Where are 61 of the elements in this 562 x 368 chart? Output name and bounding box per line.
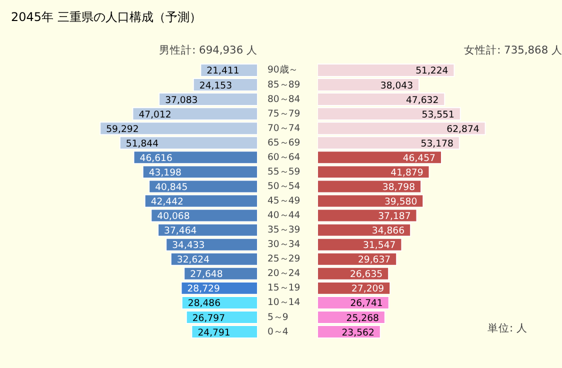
- y-tick-label: 90歳～: [268, 64, 298, 76]
- y-tick-label: 0～4: [268, 326, 288, 338]
- data-label: 43,198: [148, 167, 182, 178]
- data-label: 24,791: [198, 327, 230, 338]
- y-tick-label: 40～44: [268, 210, 300, 222]
- data-label: 29,637: [358, 254, 391, 266]
- data-label: 24,153: [199, 80, 232, 92]
- y-tick-label: 75～79: [268, 108, 300, 120]
- y-tick-label: 20～24: [268, 268, 300, 280]
- y-tick-label: 60～64: [268, 152, 300, 163]
- data-label: 37,464: [164, 226, 197, 237]
- data-label: 38,043: [380, 80, 414, 92]
- y-tick-label: 45～49: [268, 196, 300, 206]
- data-label: 53,551: [422, 109, 454, 120]
- data-label: 28,729: [187, 284, 220, 295]
- data-label: 41,879: [390, 167, 424, 178]
- data-label: 47,632: [406, 94, 439, 106]
- y-tick-label: 65～69: [268, 137, 300, 148]
- data-label: 40,068: [157, 211, 190, 222]
- data-label: 26,797: [192, 312, 226, 324]
- data-label: 42,442: [150, 196, 184, 208]
- text: 単位: 人: [488, 322, 528, 334]
- data-label: 40,845: [155, 182, 188, 193]
- data-label: 26,635: [350, 269, 383, 280]
- data-label: 53,178: [420, 138, 454, 150]
- data-label: 46,457: [402, 152, 436, 164]
- y-tick-label: 15～19: [268, 282, 300, 294]
- chart-title: 2045年 三重県の人口構成（予測）: [11, 9, 202, 26]
- y-tick-label: 50～54: [268, 180, 300, 192]
- data-label: 21,411: [206, 66, 240, 77]
- y-tick-label: 85～89: [268, 79, 300, 90]
- data-label: 38,798: [382, 182, 416, 193]
- y-tick-label: 25～29: [268, 254, 300, 265]
- data-label: 34,866: [372, 226, 405, 237]
- y-tick-label: 5～9: [268, 312, 288, 323]
- data-label: 62,874: [446, 124, 480, 135]
- data-label: 32,624: [176, 254, 210, 266]
- y-tick-label: 10～14: [268, 297, 300, 308]
- text: 女性計: 735,868 人: [464, 44, 562, 56]
- data-label: 23,562: [342, 327, 374, 338]
- data-label: 39,580: [384, 196, 418, 208]
- data-label: 59,292: [106, 124, 139, 135]
- data-label: 25,268: [346, 312, 380, 324]
- y-tick-label: 80～84: [268, 94, 300, 105]
- y-tick-label: 70～74: [268, 122, 300, 134]
- data-label: 34,433: [172, 240, 205, 252]
- data-label: 27,648: [190, 269, 223, 280]
- y-tick-label: 35～39: [268, 224, 300, 236]
- data-label: 31,547: [363, 240, 396, 252]
- data-label: 27,209: [351, 284, 384, 295]
- data-label: 37,187: [378, 211, 411, 222]
- data-label: 46,616: [140, 152, 172, 164]
- data-label: 37,083: [165, 94, 198, 106]
- y-tick-label: 30～34: [268, 239, 300, 250]
- data-label: 47,012: [138, 109, 172, 120]
- chart-subtitle: 男性計: 694,936 人: [159, 44, 258, 56]
- data-label: 51,224: [416, 66, 448, 77]
- y-tick-label: 55～59: [268, 166, 300, 178]
- data-label: 51,844: [126, 138, 159, 150]
- data-label: 26,741: [350, 298, 383, 310]
- data-label: 28,486: [188, 298, 221, 310]
